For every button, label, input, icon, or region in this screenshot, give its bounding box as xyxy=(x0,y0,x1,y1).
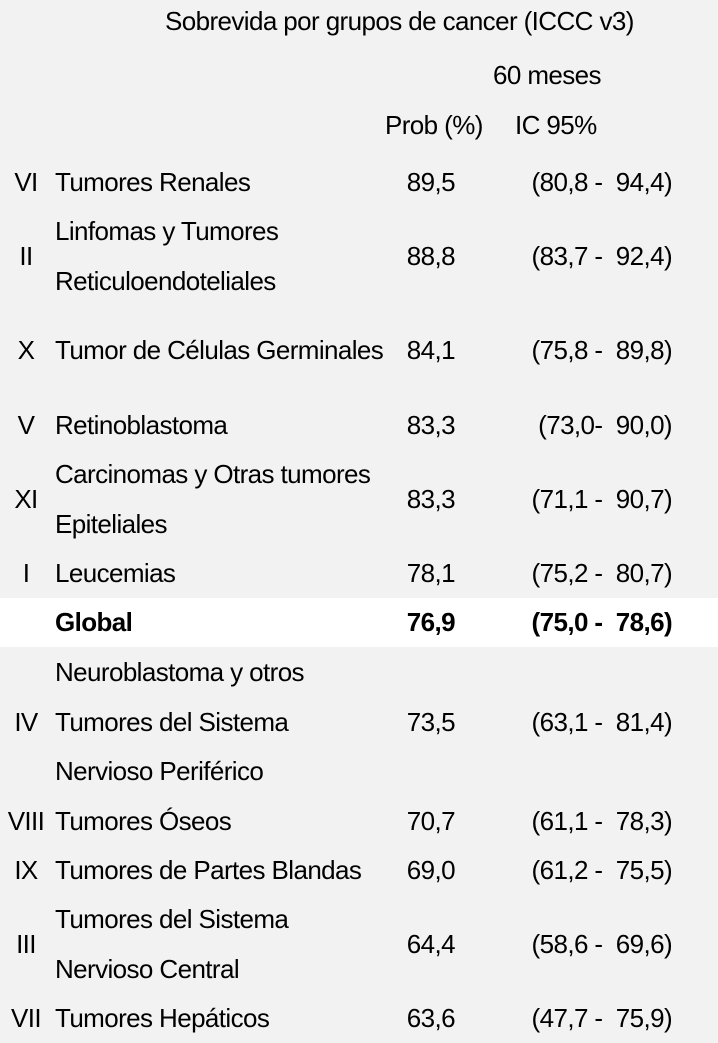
probability-value: 64,4 xyxy=(406,928,456,959)
table-row: VII Tumores Hepáticos 63,6 (47,7 - 75,9) xyxy=(0,994,718,1043)
probability-value: 69,0 xyxy=(406,854,456,885)
group-name: Tumores Óseos xyxy=(55,805,232,836)
group-name: Carcinomas y Otras tumores Epiteliales xyxy=(55,459,371,539)
period-header: 60 meses xyxy=(493,60,602,90)
group-code: V xyxy=(17,409,35,440)
probability-value: 83,3 xyxy=(406,409,456,440)
confidence-interval: (75,0 - 78,6) xyxy=(531,606,673,637)
table-row: VIII Tumores Óseos 70,7 (61,1 - 78,3) xyxy=(0,797,718,846)
table-row: II Linfomas y Tumores Reticuloendotelial… xyxy=(0,207,718,306)
group-code: III xyxy=(16,928,36,959)
table-row: IX Tumores de Partes Blandas 69,0 (61,2 … xyxy=(0,846,718,895)
table-title: Sobrevida por grupos de cancer (ICCC v3) xyxy=(165,6,634,36)
ci-column-header: IC 95% xyxy=(515,110,597,140)
group-name: Retinoblastoma xyxy=(55,409,228,440)
table-row: III Tumores del Sistema Nervioso Central… xyxy=(0,895,718,994)
group-name: Leucemias xyxy=(55,557,176,588)
group-code: II xyxy=(19,240,33,271)
probability-value: 76,9 xyxy=(406,606,456,637)
group-name: Tumores Hepáticos xyxy=(55,1002,270,1033)
table-row: VI Tumores Renales 89,5 (80,8 - 94,4) xyxy=(0,158,718,207)
group-name: Tumores del Sistema Nervioso Central xyxy=(55,904,289,984)
group-name: Tumores de Partes Blandas xyxy=(55,854,362,885)
group-code: VI xyxy=(14,166,38,197)
table-row: XI Carcinomas y Otras tumores Epiteliale… xyxy=(0,450,718,549)
group-name: Tumor de Células Germinales xyxy=(55,334,384,365)
group-code: X xyxy=(17,334,35,365)
probability-value: 70,7 xyxy=(406,805,456,836)
group-name: Linfomas y Tumores Reticuloendoteliales xyxy=(55,216,279,296)
confidence-interval: (63,1 - 81,4) xyxy=(531,706,673,737)
group-code xyxy=(0,598,52,647)
group-code: IV xyxy=(14,706,38,737)
confidence-interval: (61,1 - 78,3) xyxy=(531,805,673,836)
group-code: VIII xyxy=(7,805,45,836)
table-row: I Leucemias 78,1 (75,2 - 80,7) xyxy=(0,549,718,598)
confidence-interval: (47,7 - 75,9) xyxy=(531,1002,673,1033)
group-name: Global xyxy=(55,606,133,637)
table-row: X Tumor de Células Germinales 84,1 (75,8… xyxy=(0,316,718,385)
group-code: VII xyxy=(11,1002,42,1033)
confidence-interval: (71,1 - 90,7) xyxy=(531,483,673,514)
confidence-interval: (80,8 - 94,4) xyxy=(531,166,673,197)
group-code: I xyxy=(22,557,30,588)
confidence-interval: (75,2 - 80,7) xyxy=(531,557,673,588)
group-name: Neuroblastoma y otros Tumores del Sistem… xyxy=(55,657,305,787)
confidence-interval: (75,8 - 89,8) xyxy=(531,334,673,365)
probability-value: 63,6 xyxy=(406,1002,456,1033)
confidence-interval: (61,2 - 75,5) xyxy=(531,854,673,885)
group-name: Tumores Renales xyxy=(55,166,251,197)
group-code: IX xyxy=(14,854,38,885)
probability-value: 73,5 xyxy=(406,706,456,737)
confidence-interval: (83,7 - 92,4) xyxy=(531,240,673,271)
group-code: XI xyxy=(14,483,38,514)
confidence-interval: (73,0- 90,0) xyxy=(538,409,672,440)
probability-value: 89,5 xyxy=(406,166,456,197)
table-row: V Retinoblastoma 83,3 (73,0- 90,0) xyxy=(0,391,718,460)
probability-value: 83,3 xyxy=(406,483,456,514)
table-row: IV Neuroblastoma y otros Tumores del Sis… xyxy=(0,648,718,797)
prob-column-header: Prob (%) xyxy=(385,110,483,140)
global-row: Global 76,9 (75,0 - 78,6) xyxy=(0,598,718,647)
probability-value: 78,1 xyxy=(406,557,456,588)
confidence-interval: (58,6 - 69,6) xyxy=(531,928,673,959)
probability-value: 84,1 xyxy=(406,334,456,365)
probability-value: 88,8 xyxy=(406,240,456,271)
